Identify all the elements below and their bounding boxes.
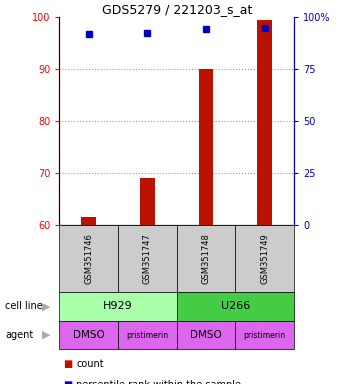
Bar <box>140 178 155 225</box>
Text: ▶: ▶ <box>41 330 50 340</box>
Text: GSM351749: GSM351749 <box>260 233 269 284</box>
Bar <box>82 217 96 225</box>
Title: GDS5279 / 221203_s_at: GDS5279 / 221203_s_at <box>102 3 252 16</box>
Text: count: count <box>76 359 104 369</box>
Text: H929: H929 <box>103 301 133 311</box>
Text: ■: ■ <box>63 359 72 369</box>
Text: ▶: ▶ <box>41 301 50 311</box>
Text: cell line: cell line <box>5 301 43 311</box>
Text: agent: agent <box>5 330 33 340</box>
Text: pristimerin: pristimerin <box>244 331 286 339</box>
Text: DMSO: DMSO <box>73 330 105 340</box>
Text: U266: U266 <box>221 301 250 311</box>
Text: GSM351748: GSM351748 <box>202 233 210 284</box>
Bar <box>257 20 272 225</box>
Text: pristimerin: pristimerin <box>126 331 169 339</box>
Text: GSM351747: GSM351747 <box>143 233 152 284</box>
Text: GSM351746: GSM351746 <box>84 233 93 284</box>
Bar <box>199 69 214 225</box>
Text: percentile rank within the sample: percentile rank within the sample <box>76 380 241 384</box>
Text: DMSO: DMSO <box>190 330 222 340</box>
Text: ■: ■ <box>63 380 72 384</box>
